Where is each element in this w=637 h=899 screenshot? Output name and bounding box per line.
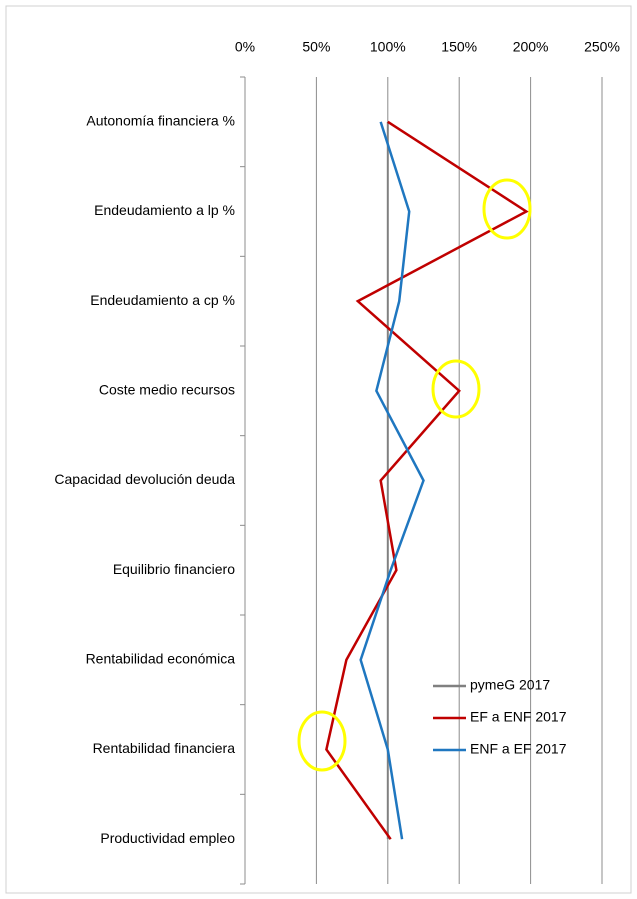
- x-tick-label: 100%: [370, 39, 406, 55]
- highlight-circle: [297, 710, 347, 772]
- x-tick-label: 50%: [302, 39, 330, 55]
- legend-label: pymeG 2017: [470, 677, 550, 693]
- legend-label: EF a ENF 2017: [470, 709, 567, 725]
- x-tick-label: 0%: [235, 39, 255, 55]
- x-tick-label: 200%: [513, 39, 549, 55]
- y-tick-label: Capacidad devolución deuda: [54, 471, 235, 487]
- series-line: [359, 121, 425, 840]
- x-tick-label: 250%: [584, 39, 620, 55]
- series-line: [325, 120, 529, 840]
- y-tick-label: Productividad empleo: [100, 830, 235, 846]
- y-tick-label: Rentabilidad económica: [86, 651, 236, 667]
- y-tick-label: Autonomía financiera %: [86, 113, 235, 129]
- y-tick-label: Rentabilidad financiera: [93, 740, 236, 756]
- y-tick-label: Coste medio recursos: [99, 382, 235, 398]
- legend-label: ENF a EF 2017: [470, 741, 567, 757]
- chart-frame: [5, 5, 632, 894]
- y-tick-label: Endeudamiento a lp %: [94, 202, 235, 218]
- highlight-circle: [482, 178, 532, 240]
- highlight-circle: [431, 359, 481, 419]
- y-tick-label: Endeudamiento a cp %: [90, 292, 235, 308]
- x-tick-label: 150%: [441, 39, 477, 55]
- y-tick-label: Equilibrio financiero: [113, 561, 235, 577]
